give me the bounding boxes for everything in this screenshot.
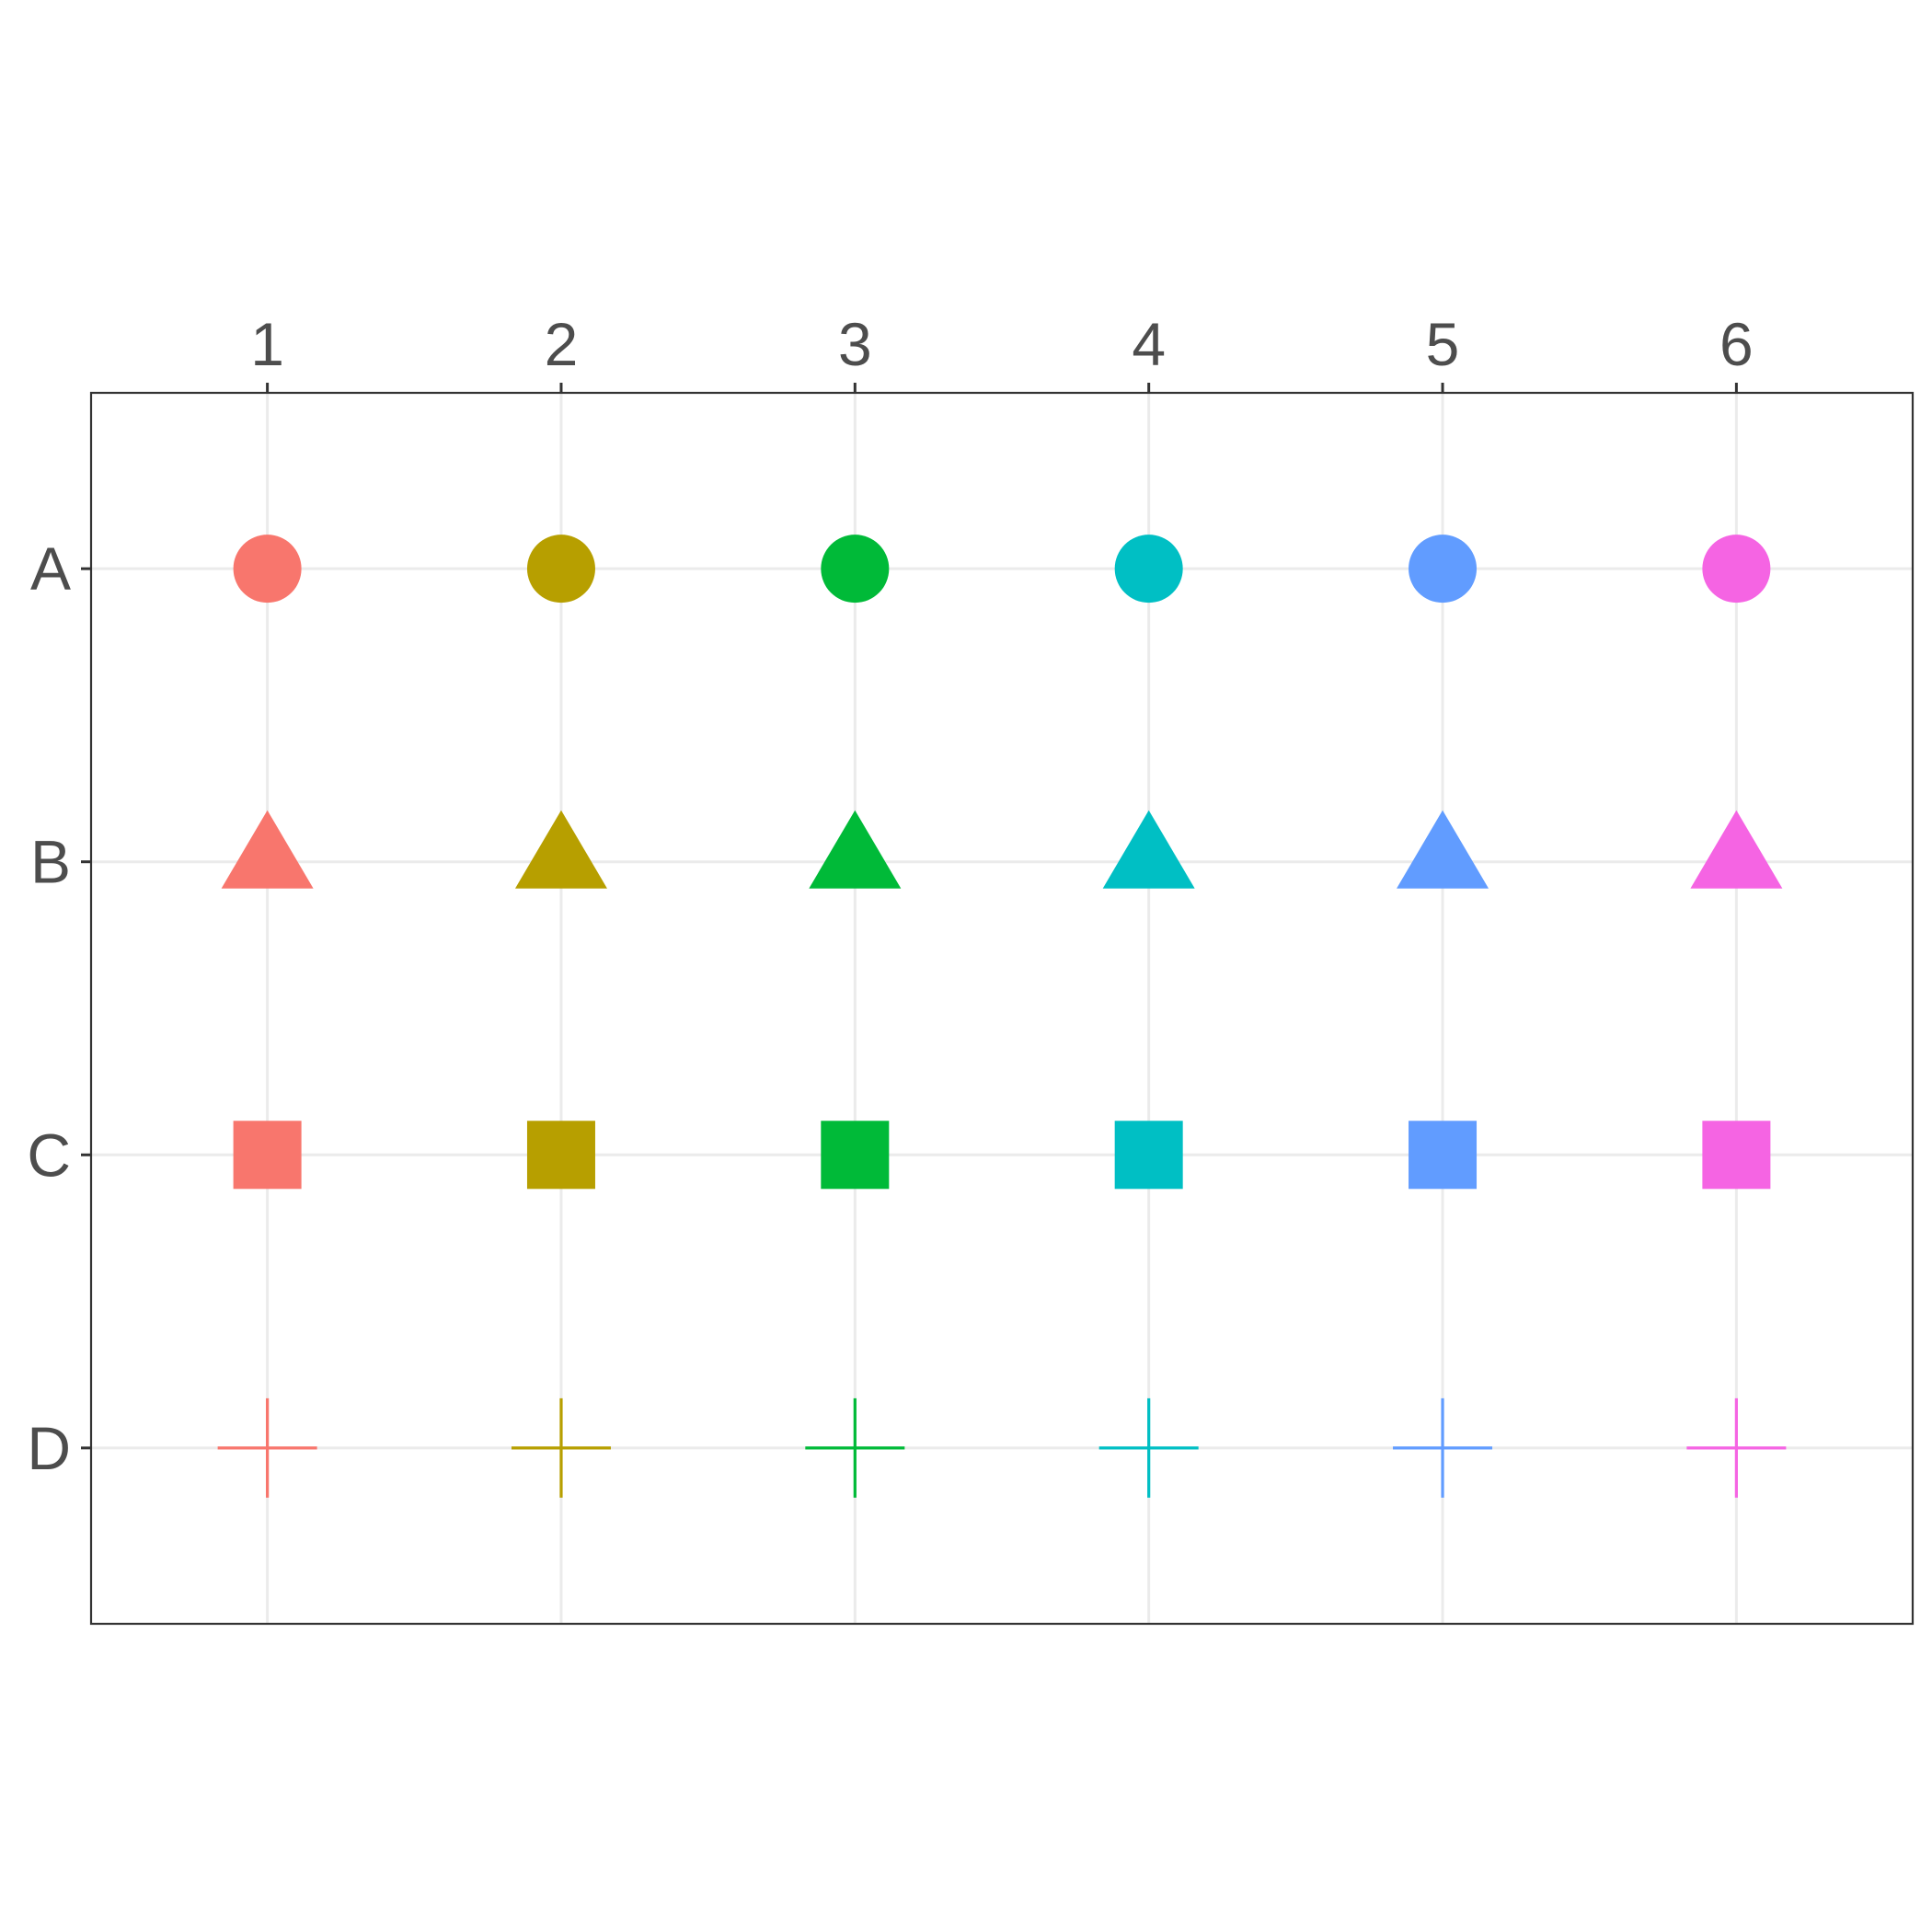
point-circle xyxy=(233,535,302,604)
point-plus xyxy=(1098,1397,1199,1498)
point-square xyxy=(1114,1121,1183,1190)
x-tick-label: 1 xyxy=(250,310,284,378)
point-triangle xyxy=(1690,810,1783,889)
point-triangle xyxy=(514,810,607,889)
point-plus xyxy=(1393,1397,1493,1498)
point-circle xyxy=(1114,535,1183,604)
x-tick-label: 4 xyxy=(1132,310,1166,378)
point-triangle xyxy=(809,810,902,889)
point-circle xyxy=(526,535,595,604)
point-square xyxy=(526,1121,595,1190)
point-triangle xyxy=(1102,810,1195,889)
x-axis-top: 1 2 3 4 5 6 xyxy=(250,310,1754,393)
x-tick-label: 2 xyxy=(545,310,579,378)
point-triangle xyxy=(221,810,314,889)
point-square xyxy=(1702,1121,1771,1190)
x-tick-label: 6 xyxy=(1719,310,1754,378)
point-plus xyxy=(1686,1397,1787,1498)
point-square xyxy=(821,1121,890,1190)
y-tick-label: A xyxy=(30,535,71,603)
x-tick-label: 5 xyxy=(1426,310,1460,378)
point-circle xyxy=(1702,535,1771,604)
y-axis: A B C D xyxy=(27,535,91,1482)
point-square xyxy=(233,1121,302,1190)
point-triangle xyxy=(1397,810,1489,889)
point-square xyxy=(1409,1121,1478,1190)
point-circle xyxy=(1409,535,1478,604)
point-plus xyxy=(511,1397,611,1498)
y-tick-label: D xyxy=(27,1414,71,1482)
y-tick-label: B xyxy=(30,828,71,896)
point-plus xyxy=(805,1397,905,1498)
x-tick-label: 3 xyxy=(838,310,872,378)
data-points xyxy=(217,535,1787,1498)
panel-border xyxy=(89,391,1915,1626)
y-tick-label: C xyxy=(27,1121,71,1189)
point-circle xyxy=(821,535,890,604)
point-plus xyxy=(217,1397,317,1498)
